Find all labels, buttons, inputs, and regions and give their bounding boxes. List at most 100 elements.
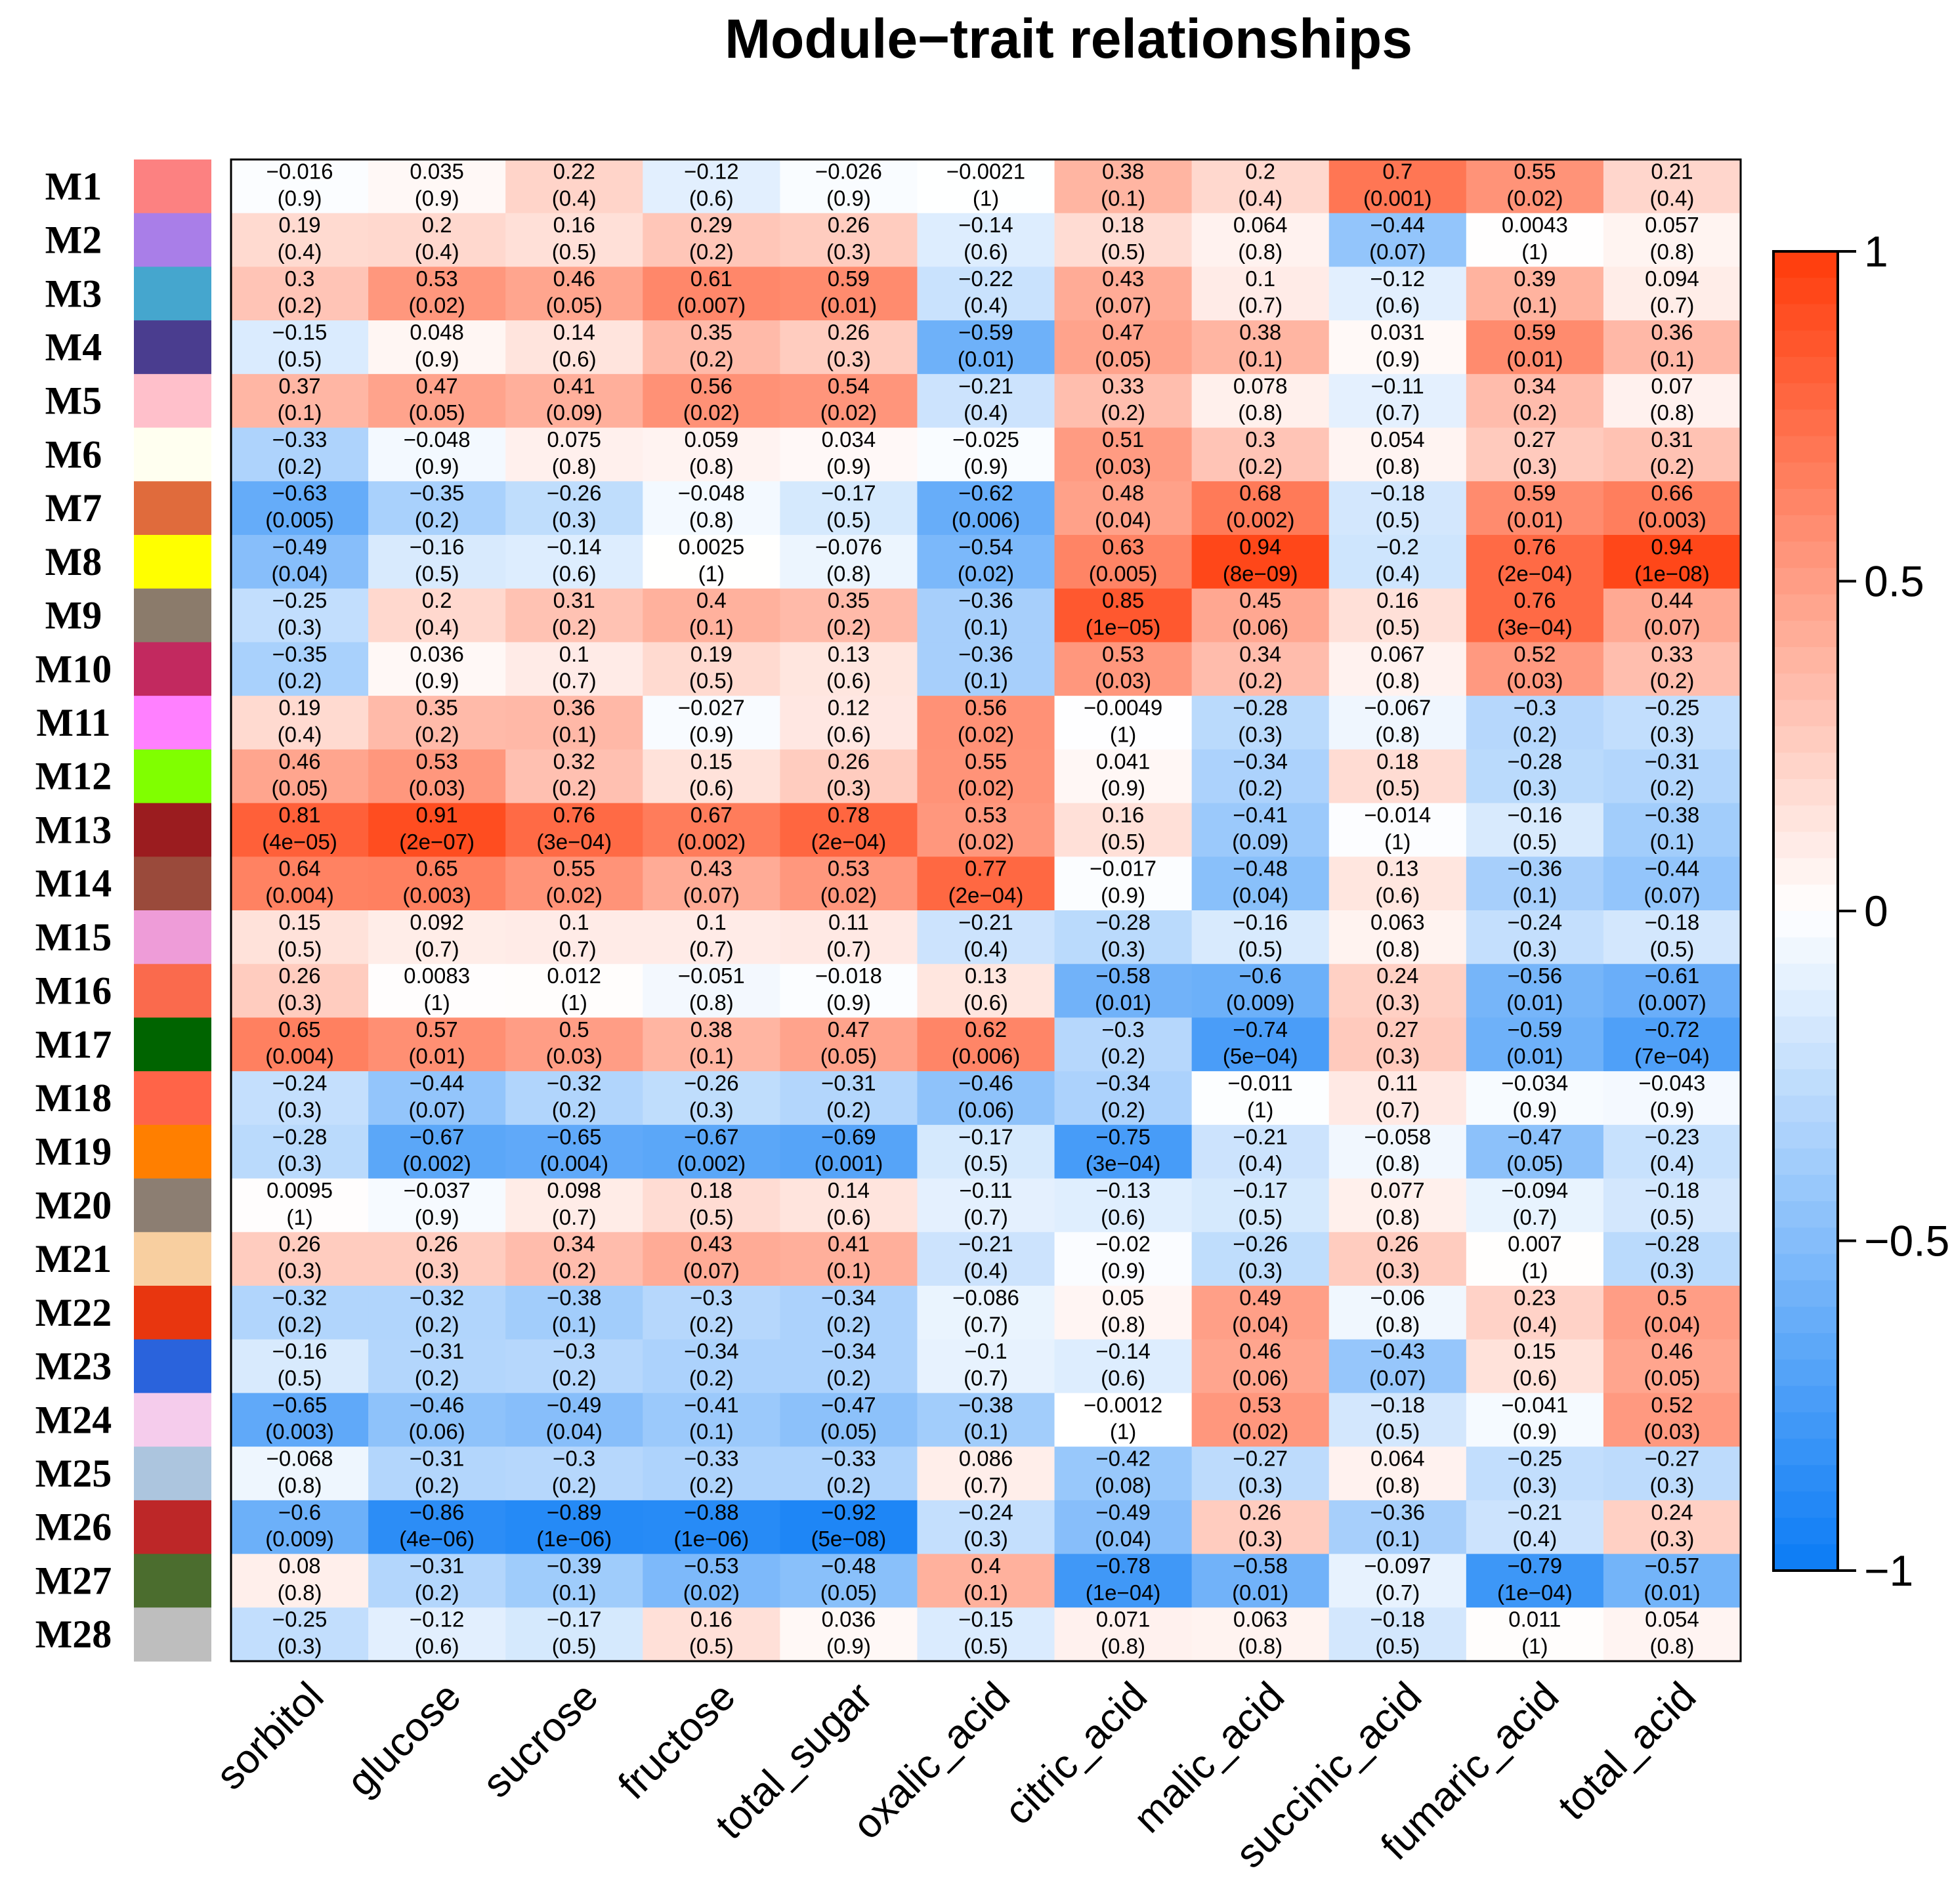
cell-value-label: −0.36	[1370, 1500, 1426, 1524]
heatmap-cell	[1603, 1554, 1741, 1608]
cell-pvalue-label: (0.1)	[552, 722, 597, 746]
heatmap-cell	[643, 481, 780, 536]
cell-pvalue-label: (0.8)	[552, 454, 597, 478]
heatmap-cell	[368, 1554, 506, 1608]
cell-pvalue-label: (0.09)	[1232, 830, 1288, 854]
cell-value-label: −0.49	[547, 1393, 602, 1417]
cell-pvalue-label: (0.7)	[552, 937, 597, 961]
cell-value-label: −0.15	[958, 1607, 1013, 1632]
cell-value-label: 0.41	[553, 373, 595, 398]
cell-pvalue-label: (0.5)	[689, 669, 734, 693]
color-scale-segment	[1773, 1465, 1838, 1492]
cell-pvalue-label: (0.3)	[1238, 1473, 1283, 1497]
cell-pvalue-label: (0.5)	[1650, 1205, 1695, 1229]
cell-value-label: 0.53	[965, 803, 1007, 827]
cell-pvalue-label: (1e−08)	[1634, 561, 1710, 585]
cell-pvalue-label: (0.6)	[826, 722, 871, 746]
heatmap-cell	[643, 1393, 780, 1447]
cell-value-label: −0.35	[272, 642, 328, 666]
heatmap-cell	[917, 1447, 1055, 1501]
color-scale-segment	[1773, 1280, 1838, 1307]
cell-pvalue-label: (2e−07)	[399, 830, 475, 854]
heatmap-cell	[1191, 213, 1330, 268]
color-scale-segment	[1773, 1175, 1838, 1202]
cell-value-label: 0.14	[553, 320, 595, 345]
color-scale-tick-label: −1	[1864, 1546, 1913, 1595]
cell-pvalue-label: (4e−06)	[399, 1527, 475, 1551]
cell-value-label: 0.15	[690, 749, 732, 773]
heatmap-cell	[231, 373, 369, 429]
color-scale-segment	[1773, 1254, 1838, 1281]
heatmap-cell	[917, 266, 1055, 321]
cell-value-label: −0.097	[1364, 1554, 1431, 1578]
cell-value-label: 0.34	[553, 1232, 595, 1256]
cell-pvalue-label: (0.007)	[677, 293, 746, 318]
cell-pvalue-label: (0.4)	[1512, 1312, 1557, 1336]
cell-pvalue-label: (0.3)	[552, 508, 597, 532]
module-label-m2: M2	[45, 219, 102, 262]
heatmap-cell	[1466, 803, 1604, 857]
heatmap-cell	[368, 910, 506, 965]
cell-value-label: −0.75	[1095, 1124, 1151, 1149]
cell-pvalue-label: (0.3)	[415, 1259, 459, 1283]
heatmap-cell	[505, 1393, 643, 1447]
cell-pvalue-label: (0.05)	[1506, 1151, 1563, 1175]
heatmap-cell	[231, 588, 369, 643]
cell-pvalue-label: (0.8)	[689, 990, 734, 1015]
cell-value-label: −0.06	[1370, 1285, 1426, 1309]
cell-value-label: −0.53	[684, 1554, 739, 1578]
cell-value-label: −0.41	[1233, 803, 1288, 827]
cell-pvalue-label: (0.3)	[1238, 1259, 1283, 1283]
heatmap-cell	[231, 1178, 369, 1233]
cell-value-label: −0.25	[1508, 1447, 1563, 1471]
cell-pvalue-label: (0.4)	[278, 722, 322, 746]
cell-pvalue-label: (0.3)	[689, 1097, 734, 1122]
heatmap-cell	[231, 1286, 369, 1340]
heatmap-cell	[1328, 696, 1467, 750]
cell-value-label: 0.52	[1651, 1393, 1693, 1417]
cell-pvalue-label: (0.9)	[1650, 1097, 1695, 1122]
cell-value-label: −0.72	[1645, 1017, 1700, 1042]
heatmap-cell	[780, 535, 918, 589]
cell-value-label: 0.62	[965, 1017, 1007, 1042]
cell-pvalue-label: (0.02)	[820, 883, 877, 908]
cell-value-label: 0.24	[1376, 963, 1418, 988]
color-scale-segment	[1773, 304, 1838, 331]
cell-pvalue-label: (0.05)	[820, 1044, 877, 1068]
cell-pvalue-label: (0.2)	[1512, 722, 1557, 746]
cell-pvalue-label: (0.002)	[677, 1151, 746, 1175]
cell-pvalue-label: (0.9)	[1512, 1420, 1557, 1444]
heatmap-cell	[1466, 1017, 1604, 1072]
cell-pvalue-label: (0.2)	[278, 293, 322, 318]
cell-value-label: 0.7	[1382, 159, 1412, 183]
cell-pvalue-label: (1)	[1521, 1634, 1548, 1659]
cell-pvalue-label: (0.8)	[1101, 1312, 1145, 1336]
cell-value-label: 0.77	[965, 857, 1007, 881]
heatmap-cell	[643, 1607, 780, 1662]
module-color-m18	[134, 1071, 211, 1126]
heatmap-cell	[1466, 1124, 1604, 1179]
cell-pvalue-label: (0.05)	[820, 1580, 877, 1605]
cell-pvalue-label: (0.07)	[1095, 293, 1151, 318]
heatmap-cell	[917, 803, 1055, 857]
cell-value-label: 0.23	[1514, 1285, 1556, 1309]
cell-value-label: −0.14	[958, 213, 1013, 237]
color-scale-segment	[1773, 1544, 1838, 1571]
heatmap-cell	[917, 696, 1055, 750]
cell-value-label: 0.26	[828, 749, 870, 773]
module-color-m5	[134, 373, 211, 429]
module-color-m15	[134, 910, 211, 965]
heatmap-cell	[1466, 910, 1604, 965]
cell-pvalue-label: (0.6)	[552, 561, 597, 585]
cell-pvalue-label: (3e−04)	[1497, 615, 1573, 639]
cell-pvalue-label: (0.01)	[1506, 1044, 1563, 1068]
cell-pvalue-label: (0.3)	[826, 240, 871, 264]
cell-value-label: 0.3	[1245, 427, 1275, 452]
cell-pvalue-label: (0.2)	[552, 615, 597, 639]
cell-pvalue-label: (0.9)	[826, 454, 871, 478]
heatmap-cell	[1603, 1071, 1741, 1126]
cell-value-label: −0.0021	[946, 159, 1025, 183]
heatmap-cell	[505, 696, 643, 750]
cell-value-label: −0.54	[958, 534, 1013, 559]
cell-pvalue-label: (0.4)	[1375, 561, 1420, 585]
